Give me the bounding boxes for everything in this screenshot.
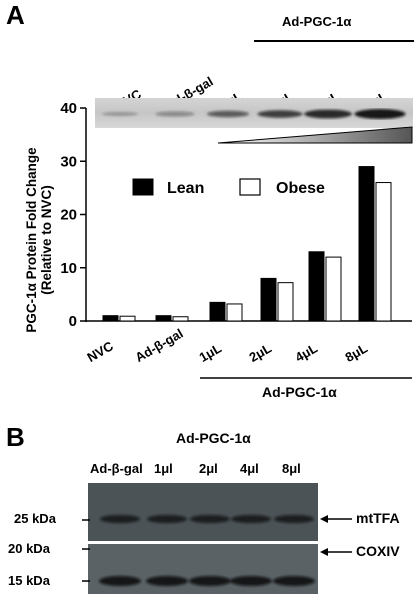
coxiv-band: [99, 576, 141, 586]
y-tick-label: 0: [69, 313, 77, 330]
mttfa-band: [274, 515, 314, 523]
bar-obese: [277, 282, 294, 322]
legend-swatch-lean: [132, 178, 154, 196]
coxiv-band: [230, 576, 272, 586]
bar-lean: [209, 301, 226, 322]
marker-label: 20 kDa: [8, 541, 50, 556]
coxiv-band: [273, 576, 315, 586]
group-label: Ad-PGC-1α: [262, 384, 337, 400]
blot-band: [354, 109, 406, 119]
panel-b-header-label: Ad-PGC-1α: [176, 430, 251, 446]
bar-lean: [308, 251, 325, 322]
panel-a-letter: A: [6, 0, 25, 30]
legend-label-lean: Lean: [167, 180, 204, 197]
blot-band: [102, 112, 138, 116]
panel-b-lane-label: 8μl: [282, 461, 301, 476]
marker-label: 25 kDa: [14, 511, 56, 526]
bar-lean: [102, 315, 119, 322]
y-tick-label: 40: [60, 100, 77, 117]
panel-b-lane-label: 1μl: [154, 461, 173, 476]
blot-strip-coxiv: [88, 544, 318, 594]
bar-obese: [226, 303, 243, 322]
y-tick-label: 20: [60, 207, 77, 224]
blot-band: [155, 111, 195, 117]
panel-b-lane-label: 4μl: [240, 461, 259, 476]
arrow-head-coxiv: [320, 548, 328, 556]
bar-lean: [358, 166, 375, 322]
mttfa-band: [231, 515, 271, 523]
bar-lean: [155, 315, 172, 322]
blot-band: [304, 109, 352, 119]
bar-obese: [119, 315, 136, 322]
band-label-coxiv: COXIV: [356, 543, 400, 559]
coxiv-band: [189, 576, 231, 586]
arrow-head-mttfa: [320, 515, 328, 523]
bar-obese: [325, 256, 342, 322]
mttfa-band: [147, 515, 187, 523]
marker-label: 15 kDa: [8, 573, 50, 588]
bar-obese: [172, 316, 189, 322]
blot-strip-mttfa: [88, 483, 318, 541]
panel-a-header-line: [254, 40, 414, 42]
mttfa-band: [190, 515, 230, 523]
bar-lean: [260, 277, 277, 322]
panel-b-lane-label: 2μl: [199, 461, 218, 476]
blot-band: [257, 110, 303, 118]
legend-swatch-obese: [239, 178, 261, 196]
mttfa-band: [100, 515, 140, 523]
panel-b-letter: B: [6, 422, 25, 452]
bar-obese: [375, 182, 392, 322]
panel-b-lane-label: Ad-β-gal: [90, 461, 143, 476]
y-tick-label: 10: [60, 260, 77, 277]
panel-a-header-label: Ad-PGC-1α: [282, 14, 352, 29]
blot-band: [207, 110, 249, 118]
dose-wedge: [217, 126, 413, 144]
coxiv-band: [146, 576, 188, 586]
legend-label-obese: Obese: [276, 180, 325, 197]
band-label-mttfa: mtTFA: [356, 510, 400, 526]
y-tick-label: 30: [60, 153, 77, 170]
